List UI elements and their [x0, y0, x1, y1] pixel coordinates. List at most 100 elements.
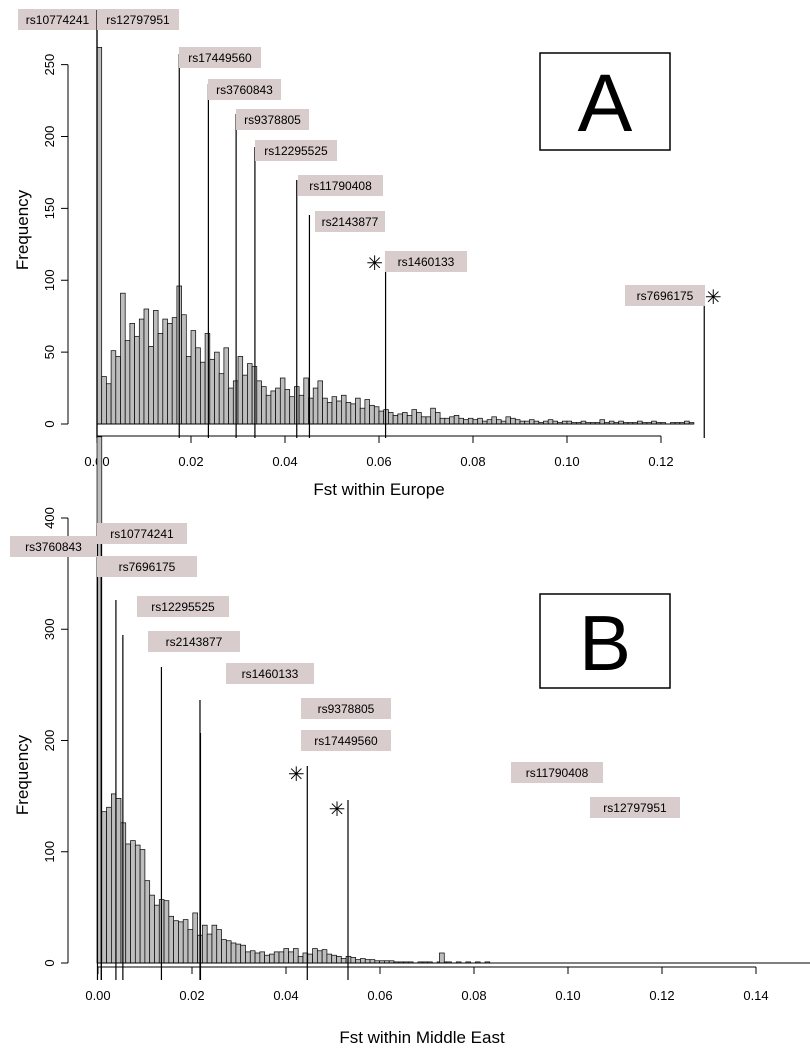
snp-label-bg: [255, 140, 337, 161]
histogram-bar: [599, 419, 605, 425]
histogram-bar: [303, 377, 309, 425]
snp-label-bg: [208, 79, 281, 100]
histogram-bar: [106, 383, 112, 425]
histogram-bar: [355, 959, 361, 964]
histogram-bar: [247, 363, 253, 425]
histogram-bar: [425, 416, 432, 425]
histogram-bar: [449, 416, 455, 425]
histogram-bar: [439, 417, 446, 425]
histogram-bar: [350, 957, 357, 964]
snp-label: rs3760843: [25, 540, 82, 554]
snp-label: rs10774241: [26, 13, 90, 27]
significance-star: ✳: [329, 799, 346, 821]
histogram-bar: [491, 416, 497, 425]
histogram-bar: [242, 374, 248, 425]
snp-label: rs1460133: [398, 255, 455, 269]
histogram-bar: [235, 943, 242, 964]
snp-label: rs9378805: [318, 702, 375, 716]
snp-label: rs7696175: [119, 560, 176, 574]
snp-label: rs12797951: [603, 801, 667, 815]
y-axis-label: Frequency: [13, 734, 32, 815]
histogram-bar: [264, 954, 270, 964]
histogram-bar: [269, 953, 275, 964]
histogram-bar: [182, 919, 189, 964]
histogram-bar: [223, 347, 229, 425]
histogram-bar: [467, 417, 474, 425]
histogram-bar: [514, 419, 521, 425]
histogram-bar: [192, 912, 198, 964]
histogram-bar: [369, 404, 375, 425]
histogram-bar: [167, 323, 173, 425]
panel-label: B: [579, 599, 631, 687]
y-tick-label: 0: [42, 959, 57, 966]
histogram-bar: [120, 292, 126, 425]
histogram-bar: [453, 415, 460, 425]
histogram-bar: [256, 380, 262, 425]
x-tick-label: 0.08: [461, 988, 486, 1003]
histogram-bar: [254, 952, 261, 964]
snp-label: rs7696175: [637, 289, 694, 303]
histogram-bar: [129, 323, 135, 425]
histogram-bar: [345, 402, 352, 425]
histogram-bar: [278, 951, 285, 964]
histogram-bar: [173, 920, 179, 964]
x-axis-label: Fst within Middle East: [339, 1028, 505, 1047]
histogram-bar: [477, 417, 483, 425]
histogram-bar: [124, 340, 131, 425]
histogram-bar: [317, 380, 323, 425]
histogram-bar: [364, 399, 370, 425]
x-tick-label: 0.02: [179, 988, 204, 1003]
histogram-bar: [181, 314, 187, 425]
histogram-bar: [336, 400, 342, 425]
histogram-bar: [388, 412, 394, 425]
histogram-bar: [115, 356, 121, 425]
snp-label-bg: [511, 762, 603, 783]
histogram-bar: [204, 333, 211, 425]
histogram-bar: [200, 361, 206, 425]
panel-label-box: [539, 52, 671, 151]
snp-label-bg: [137, 596, 229, 617]
histogram-bar: [316, 950, 323, 964]
histogram-bar: [279, 377, 286, 425]
histogram-bar: [125, 843, 131, 964]
histogram-bar: [411, 409, 417, 425]
snp-label: rs11790408: [526, 766, 589, 780]
histogram-bar: [378, 410, 385, 425]
snp-label: rs3760843: [216, 83, 273, 97]
histogram-bar: [321, 949, 328, 964]
histogram-bar: [284, 389, 291, 425]
histogram-bar: [359, 407, 366, 425]
snp-label-bg: [590, 797, 680, 818]
histogram-bar: [312, 948, 318, 964]
snp-label-bg: [385, 251, 467, 272]
snp-label: rs1460133: [242, 667, 299, 681]
histogram-bar: [144, 880, 151, 964]
histogram-bar: [162, 318, 168, 425]
x-axis-label: Fst within Europe: [313, 480, 444, 499]
snp-label-bg: [226, 663, 314, 684]
histogram-bar: [283, 948, 289, 964]
histogram-bar: [209, 358, 215, 425]
x-tick-label: 0.00: [85, 988, 110, 1003]
histogram-bar: [322, 397, 328, 425]
snp-label: rs17449560: [314, 734, 378, 748]
histogram-bar: [307, 953, 313, 964]
histogram-bar: [225, 940, 232, 964]
histogram-bar: [364, 959, 371, 964]
histogram-bar: [157, 333, 164, 425]
snp-label-bg: [236, 109, 309, 130]
histogram-bar: [168, 915, 174, 964]
histogram-bar: [402, 412, 408, 425]
histogram-bar: [340, 958, 347, 964]
histogram-bar: [185, 356, 192, 425]
histogram-bar: [259, 951, 265, 964]
significance-star: ✳: [366, 253, 383, 275]
histogram-bar: [221, 939, 227, 964]
histogram-bar: [195, 347, 201, 425]
histogram-bar: [416, 412, 422, 425]
histogram-bar: [486, 419, 493, 425]
histogram-bar: [245, 951, 251, 964]
y-tick-label: 250: [42, 54, 57, 76]
